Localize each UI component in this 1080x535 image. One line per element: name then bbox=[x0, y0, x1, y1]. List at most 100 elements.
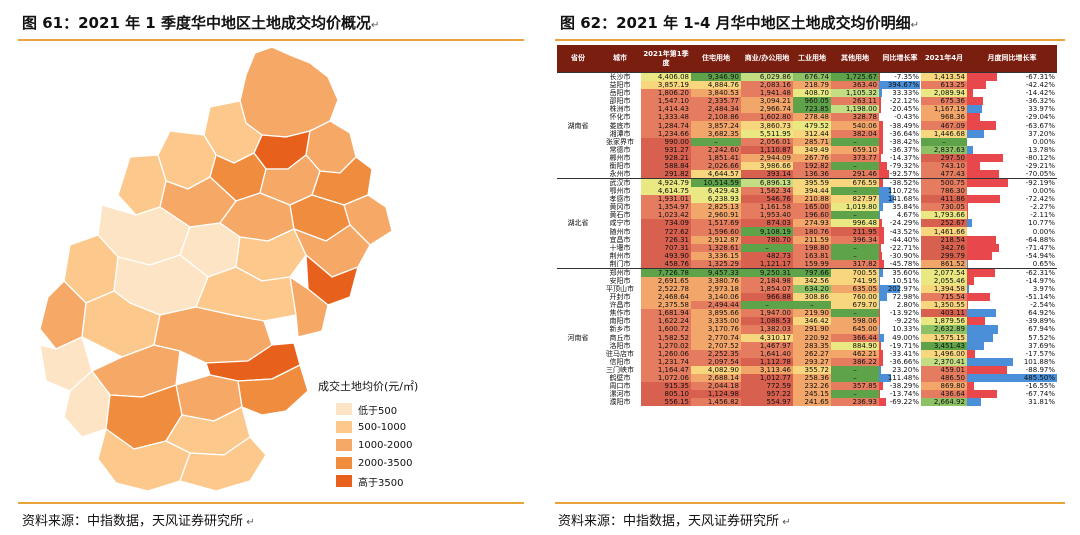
value-cell: 241.65 bbox=[793, 398, 831, 407]
city-cell: 邵阳市 bbox=[609, 97, 631, 106]
value-cell: 700.55 bbox=[831, 267, 879, 277]
value-cell: 312.44 bbox=[793, 129, 831, 138]
value-text: -29.04% bbox=[1025, 113, 1055, 122]
value-cell: 727.62 bbox=[641, 227, 691, 236]
value-cell: 198.80 bbox=[793, 243, 831, 252]
value-text: -36.37% bbox=[889, 145, 919, 154]
legend-swatch bbox=[336, 403, 352, 415]
value-cell: 1,198.00 bbox=[831, 105, 879, 114]
value-text: 57.52% bbox=[1028, 333, 1055, 342]
value-cell: 3,094.21 bbox=[741, 97, 793, 106]
table-row: 株洲市 1,414.43 2,484.34 2,966.74 723.85 1,198.0… bbox=[557, 105, 1057, 114]
databar bbox=[879, 145, 883, 154]
table-row: 郴州市 928.21 1,851.41 2,944.09 267.76 373.77 -14… bbox=[557, 153, 1057, 162]
value-cell: 1,231.74 bbox=[641, 357, 691, 366]
header-cell: 商业/办公用地 bbox=[741, 45, 793, 73]
yoy-cell: -36.64% bbox=[879, 129, 921, 138]
value-cell: 2,664.92 bbox=[921, 398, 967, 407]
value-cell: 1,622.24 bbox=[641, 317, 691, 326]
databar bbox=[879, 325, 881, 334]
yoy-cell: -13.74% bbox=[879, 390, 921, 399]
databar bbox=[967, 398, 982, 407]
value-cell: 730.05 bbox=[921, 203, 967, 212]
value-cell: 394.44 bbox=[793, 187, 831, 196]
monthly-yoy-cell: -67.74% bbox=[967, 390, 1057, 399]
databar bbox=[967, 219, 972, 228]
monthly-yoy-cell: 37.20% bbox=[967, 129, 1057, 138]
value-text: -39.89% bbox=[1025, 317, 1055, 326]
city-cell: 怀化市 bbox=[609, 113, 631, 122]
table-row: 黄石市 1,023.42 2,960.91 1,953.40 196.60– 4.67% 1… bbox=[557, 211, 1057, 220]
value-cell: 957.22 bbox=[741, 390, 793, 399]
value-cell: 1,641.40 bbox=[741, 349, 793, 358]
yoy-cell: -22.12% bbox=[879, 97, 921, 106]
databar bbox=[879, 219, 882, 228]
value-cell: 996.48 bbox=[831, 219, 879, 228]
value-cell: 291.46 bbox=[831, 169, 879, 179]
city-cell: 鄂州市 bbox=[609, 187, 631, 196]
table-row: 许昌市 2,375.58 2,494.44– –679.70 2.80% 1,350.55… bbox=[557, 301, 1057, 310]
value-cell: 3,895.66 bbox=[691, 309, 741, 318]
value-cell: 805.10 bbox=[641, 390, 691, 399]
databar bbox=[967, 251, 992, 260]
monthly-yoy-cell: -88.97% bbox=[967, 365, 1057, 374]
figure62-title-rule bbox=[555, 39, 1065, 41]
legend-item: 1000-2000 bbox=[336, 436, 418, 454]
table-row: 岳阳市 1,806.20 3,840.53 1,941.48 408.70 1,105.3… bbox=[557, 89, 1057, 98]
yoy-cell: -22.71% bbox=[879, 243, 921, 252]
databar bbox=[967, 325, 998, 334]
value-cell: – bbox=[831, 251, 879, 260]
city-cell: 三门峡市 bbox=[606, 365, 634, 374]
value-cell: 6,896.13 bbox=[741, 178, 793, 188]
legend-title: 成交土地均价(元/㎡) bbox=[318, 380, 419, 393]
value-cell: 2,468.64 bbox=[641, 293, 691, 302]
value-cell: – bbox=[741, 243, 793, 252]
value-cell: 3,140.06 bbox=[691, 293, 741, 302]
table-row: 平顶山市 2,522.78 2,973.18 1,854.07 634.20 635.05… bbox=[557, 285, 1057, 294]
monthly-yoy-cell: -63.67% bbox=[967, 121, 1057, 130]
province-cell: 湖北省 bbox=[557, 178, 599, 269]
yoy-cell: -38.52% bbox=[879, 178, 921, 188]
value-cell: 1,072.06 bbox=[641, 373, 691, 382]
monthly-yoy-cell: 37.69% bbox=[967, 341, 1057, 350]
value-cell: 679.70 bbox=[831, 301, 879, 310]
value-text: 101.88% bbox=[1023, 357, 1055, 366]
value-cell: 1,806.20 bbox=[641, 89, 691, 98]
figure62-title: 图 62：2021 年 1-4 月华中地区土地成交均价明细↵ bbox=[560, 14, 920, 32]
monthly-yoy-cell: 0.00% bbox=[967, 227, 1057, 236]
city-cell: 漯河市 bbox=[609, 390, 631, 399]
value-cell: 1,414.43 bbox=[641, 105, 691, 114]
databar bbox=[879, 235, 884, 244]
value-cell: – bbox=[921, 137, 967, 146]
value-text: 394.67% bbox=[887, 81, 919, 90]
databar bbox=[879, 390, 881, 399]
legend-swatch bbox=[336, 475, 352, 487]
value-cell: 349.49 bbox=[793, 145, 831, 154]
city-cell: 宜昌市 bbox=[609, 235, 631, 244]
table-row: 信阳市 1,231.74 2,097.54 1,112.78 293.27 386.22 -… bbox=[557, 357, 1057, 366]
value-cell: 403.11 bbox=[921, 309, 967, 318]
value-cell: 598.06 bbox=[831, 317, 879, 326]
value-text: 67.94% bbox=[1028, 325, 1055, 334]
value-text: 0.00% bbox=[1032, 227, 1055, 236]
value-cell: 1,941.48 bbox=[741, 89, 793, 98]
value-cell: – bbox=[831, 243, 879, 252]
yoy-cell: -14.37% bbox=[879, 153, 921, 162]
value-cell: 1,947.00 bbox=[741, 309, 793, 318]
value-text: 13.78% bbox=[1028, 145, 1055, 154]
value-text: 485.50% bbox=[1023, 373, 1055, 382]
value-cell: 1,124.98 bbox=[691, 390, 741, 399]
value-text: -67.31% bbox=[1025, 73, 1055, 82]
databar bbox=[967, 161, 981, 170]
value-cell: – bbox=[831, 137, 879, 146]
table-row: 永州市 291.82 4,644.57 393.14 136.36 291.46 -92.5… bbox=[557, 169, 1057, 179]
value-cell: 715.54 bbox=[921, 293, 967, 302]
databar bbox=[967, 129, 984, 138]
table-row: 咸宁市 734.09 1,517.69 874.03 274.93 996.48 -24.2… bbox=[557, 219, 1057, 228]
value-cell: 928.21 bbox=[641, 153, 691, 162]
value-cell: 1,112.78 bbox=[741, 357, 793, 366]
value-text: -14.97% bbox=[1025, 276, 1055, 285]
value-cell: 1,547.10 bbox=[641, 97, 691, 106]
monthly-yoy-cell: 10.77% bbox=[967, 219, 1057, 228]
value-cell: 931.27 bbox=[641, 145, 691, 154]
